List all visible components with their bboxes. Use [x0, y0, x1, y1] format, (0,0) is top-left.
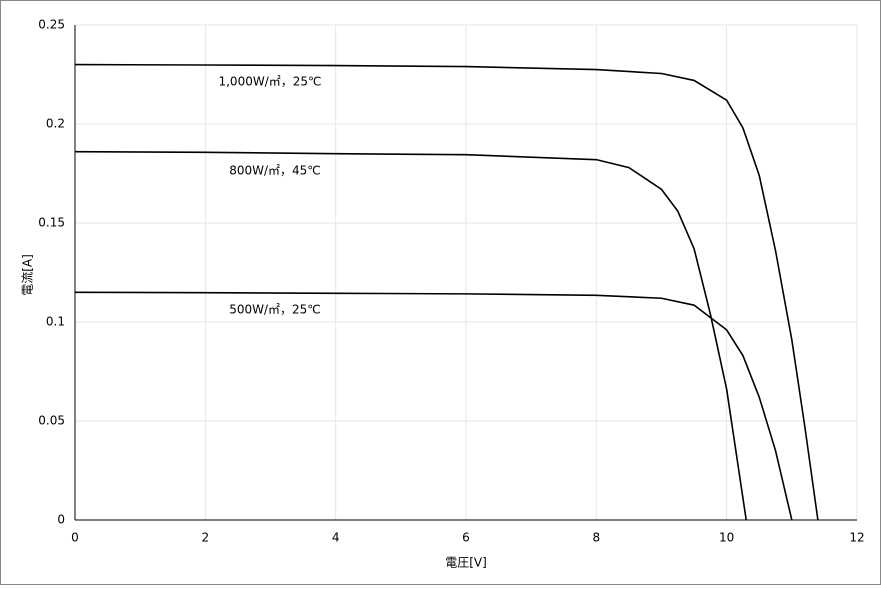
x-tick-label: 12 — [849, 531, 864, 545]
y-tick-label: 0 — [57, 513, 65, 527]
x-tick-label: 10 — [719, 531, 734, 545]
x-tick-label: 2 — [202, 531, 210, 545]
line — [74, 150, 748, 521]
line — [74, 63, 819, 521]
y-tick-label: 0.2 — [46, 117, 65, 131]
y-tick-label: 0.25 — [38, 18, 65, 32]
series-label: 1,000W/㎡，25℃ — [218, 75, 321, 89]
x-tick-label: 0 — [71, 531, 79, 545]
y-tick-label: 0.1 — [46, 315, 65, 329]
y-tick-label: 0.05 — [38, 414, 65, 428]
y-axis-label: 電流[A] — [21, 254, 35, 296]
series-label: 500W/㎡，25℃ — [229, 303, 321, 317]
x-tick-label: 8 — [593, 531, 601, 545]
x-tick-label: 6 — [462, 531, 470, 545]
x-axis-label: 電圧[V] — [445, 556, 487, 570]
line — [74, 291, 793, 521]
y-tick-label: 0.15 — [38, 216, 65, 230]
series-label: 800W/㎡，45℃ — [229, 164, 321, 178]
x-tick-label: 4 — [332, 531, 340, 545]
